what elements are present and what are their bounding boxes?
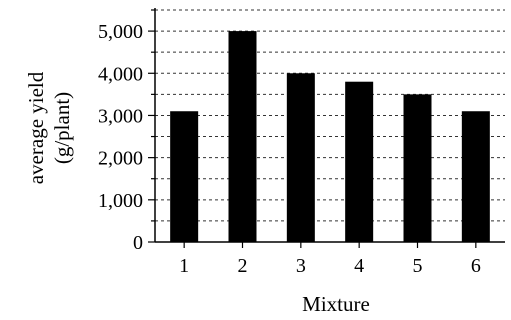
- y-tick-label: 1,000: [98, 190, 143, 212]
- y-axis-title-line-2: (g/plant): [50, 92, 74, 164]
- x-tick-label: 5: [413, 255, 423, 277]
- label-layer: 0 1,000 2,000 3,000 4,000 5,000 1 2 3 4 5 6: [98, 21, 481, 277]
- bar-layer: [170, 31, 490, 243]
- x-axis-title: Mixture: [302, 292, 370, 316]
- y-tick-label: 2,000: [98, 148, 143, 170]
- x-tick-label: 4: [354, 255, 364, 277]
- y-tick-label: 3,000: [98, 105, 143, 127]
- y-tick-label: 4,000: [98, 63, 143, 85]
- x-tick-label: 6: [471, 255, 481, 277]
- y-tick-label: 0: [133, 232, 143, 254]
- bar-3: [286, 73, 315, 242]
- x-tick-label: 3: [296, 255, 306, 277]
- y-tick-label: 5,000: [98, 21, 143, 43]
- x-tick-label: 1: [179, 255, 189, 277]
- bar-5: [403, 94, 432, 242]
- bar-2: [228, 31, 257, 242]
- bar-6: [461, 111, 490, 243]
- grid-layer: [155, 9, 505, 222]
- axis-layer: [148, 8, 505, 248]
- y-axis-title-line-1: average yield: [24, 71, 48, 184]
- bar-4: [345, 81, 374, 242]
- bar-1: [170, 111, 199, 243]
- x-tick-label: 2: [238, 255, 248, 277]
